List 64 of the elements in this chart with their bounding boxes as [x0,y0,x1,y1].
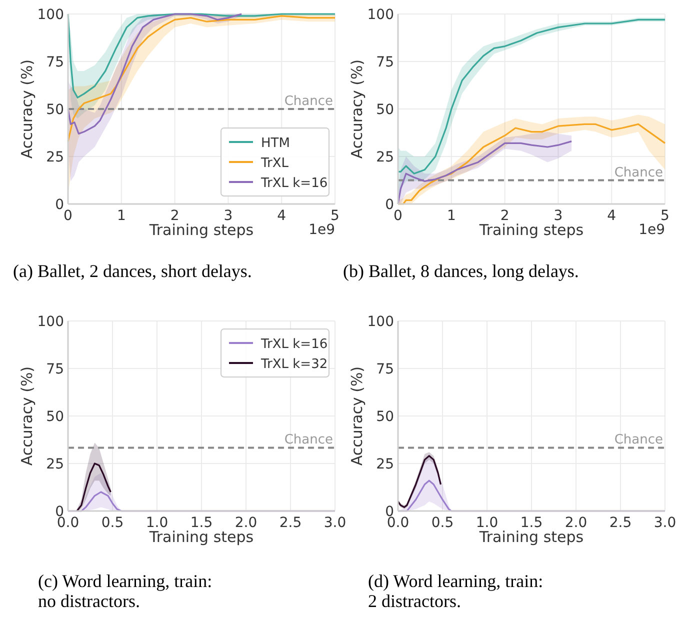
text: (a) Ballet, 2 dances, short delays. [13,261,252,281]
x-tick-label: 1 [446,208,456,224]
y-tick-label: 25 [46,456,64,472]
x-tick-label: 2 [500,208,510,224]
y-tick-label: 100 [367,314,394,330]
x-tick-label: 3.0 [324,515,346,531]
x-tick-label: 2 [170,208,180,224]
y-tick-label: 50 [46,409,64,425]
ref-line-label: Chance [284,94,333,109]
x-tick-label: 2.0 [564,515,588,531]
x-tick-label: 2.5 [279,515,302,531]
ref-line-label: Chance [614,432,663,448]
ref-line-label: Chance [284,432,333,448]
x-tick-label: 4 [277,208,286,224]
x-axis-title: Training steps [478,221,584,239]
y-tick-label: 75 [376,362,394,378]
y-axis-title: Accuracy (%) [18,59,36,159]
x-tick-label: 3 [554,208,563,224]
y-tick-label: 100 [37,7,64,23]
x-tick-label: 1.5 [520,515,543,531]
x-tick-label: 1.5 [190,515,213,531]
text: 1e9 [638,222,665,238]
y-tick-label: 25 [46,150,64,166]
y-axis-title: Accuracy (%) [348,366,366,466]
y-tick-label: 75 [46,54,64,70]
x-axis-title: Training steps [148,528,254,546]
x-axis-title: Training steps [148,221,254,239]
legend-label: TrXL k=32 [260,357,328,372]
y-tick-label: 0 [55,197,64,213]
x-tick-label: 5 [660,208,670,224]
x-tick-label: 5 [330,208,340,224]
y-tick-label: 25 [376,150,394,166]
ref-line-label: Chance [614,165,663,180]
x-tick-label: 1.0 [476,515,498,531]
y-tick-label: 0 [385,197,394,213]
text: (b) Ballet, 8 dances, long delays. [343,261,579,281]
x-tick-label: 2.0 [234,515,258,531]
y-tick-label: 100 [367,7,394,23]
x-tick-label: 0.5 [431,515,454,531]
x-tick-label: 3 [224,208,233,224]
text: (d) Word learning, train: 2 distractors. [368,571,544,611]
legend-label: HTM [261,136,290,151]
x-tick-label: 0.5 [101,515,124,531]
legend-label: TrXL [260,156,290,171]
y-tick-label: 100 [37,314,64,330]
y-tick-label: 75 [376,54,394,70]
x-tick-label: 3.0 [654,515,676,531]
y-tick-label: 75 [46,362,64,378]
line-series [67,13,242,134]
legend-label: TrXL k=16 [260,176,328,191]
x-tick-label: 4 [607,208,616,224]
text: 1e9 [308,222,335,238]
y-axis-title: Accuracy (%) [348,59,366,159]
x-axis-title: Training steps [478,528,584,546]
legend-label: TrXL k=16 [260,337,328,352]
y-tick-label: 25 [376,456,394,472]
y-tick-label: 50 [376,409,394,425]
x-tick-label: 1.0 [146,515,168,531]
y-axis-title: Accuracy (%) [18,366,36,466]
text: (c) Word learning, train: no distractors. [38,571,212,611]
x-tick-label: 1 [116,208,126,224]
y-tick-label: 50 [376,102,394,118]
y-tick-label: 50 [46,102,64,118]
x-tick-label: 2.5 [609,515,632,531]
